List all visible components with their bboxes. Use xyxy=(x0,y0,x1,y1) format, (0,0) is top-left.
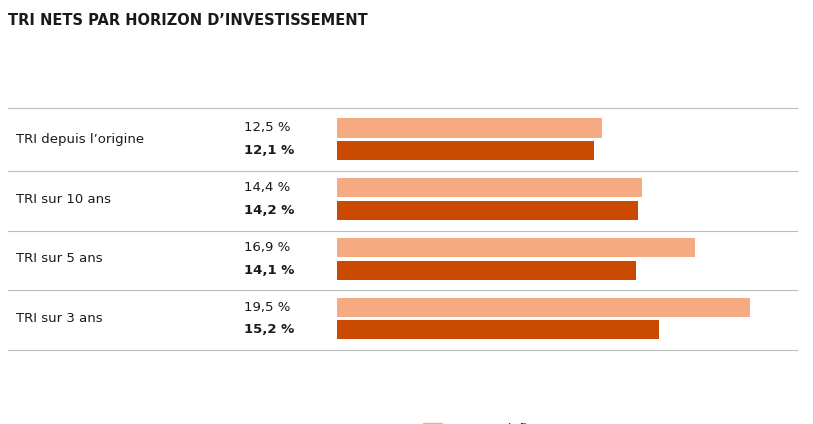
Bar xyxy=(337,261,636,280)
Text: TRI sur 5 ans: TRI sur 5 ans xyxy=(16,252,103,265)
Text: 12,5 %: 12,5 % xyxy=(244,122,290,134)
Bar xyxy=(337,178,642,197)
Bar xyxy=(337,321,659,340)
Bar xyxy=(337,118,602,137)
Legend: TRI nets à fin 2021, TRI nets à fin 2022: TRI nets à fin 2021, TRI nets à fin 2022 xyxy=(424,423,570,424)
Bar xyxy=(337,141,593,160)
Text: 12,1 %: 12,1 % xyxy=(244,144,294,157)
Text: 14,2 %: 14,2 % xyxy=(244,204,294,217)
Text: 19,5 %: 19,5 % xyxy=(244,301,290,314)
Text: 16,9 %: 16,9 % xyxy=(244,241,290,254)
Text: TRI sur 3 ans: TRI sur 3 ans xyxy=(16,312,103,325)
Text: 14,4 %: 14,4 % xyxy=(244,181,290,194)
Text: 15,2 %: 15,2 % xyxy=(244,324,294,336)
Bar xyxy=(337,238,695,257)
Text: 14,1 %: 14,1 % xyxy=(244,264,294,277)
Bar xyxy=(337,298,750,317)
Bar xyxy=(337,201,638,220)
Text: TRI depuis l’origine: TRI depuis l’origine xyxy=(16,133,145,146)
Text: TRI NETS PAR HORIZON D’INVESTISSEMENT: TRI NETS PAR HORIZON D’INVESTISSEMENT xyxy=(8,13,367,28)
Text: TRI sur 10 ans: TRI sur 10 ans xyxy=(16,192,111,206)
